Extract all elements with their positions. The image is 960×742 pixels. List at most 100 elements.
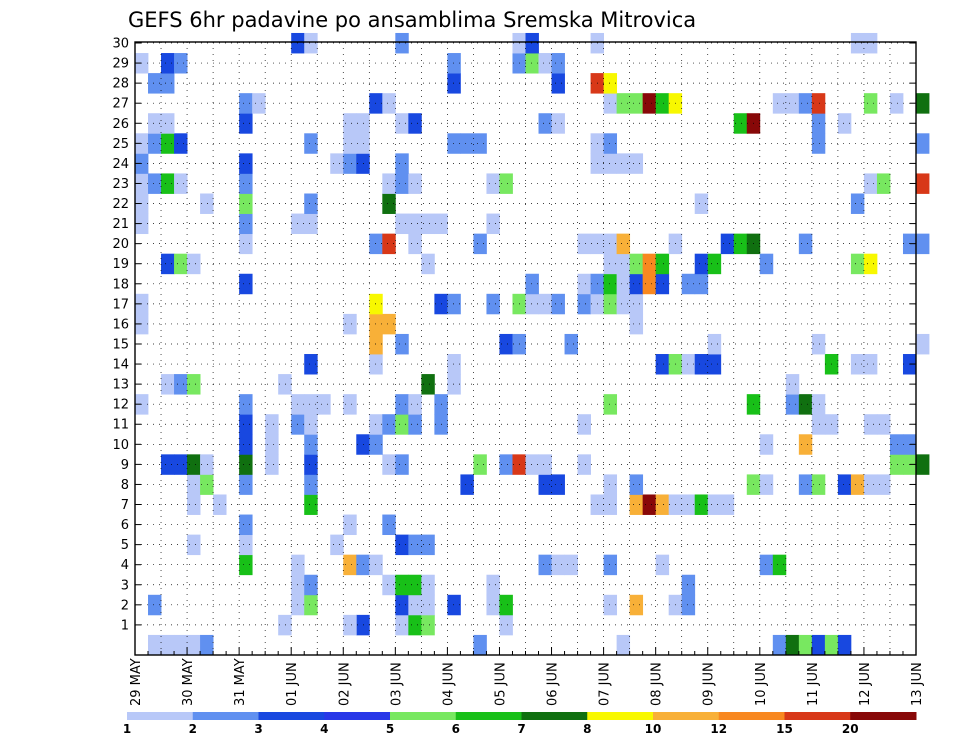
colorbar-swatch: [455, 712, 522, 720]
heatmap-cell: [863, 474, 878, 495]
heatmap-cell: [525, 273, 539, 295]
heatmap-cell: [473, 454, 487, 475]
heatmap-cell: [616, 273, 631, 295]
heatmap-cell: [408, 113, 422, 134]
x-tick-label: 09 JUN: [702, 662, 717, 706]
heatmap-cell: [187, 374, 201, 395]
colorbar-label: 20: [842, 722, 859, 736]
heatmap-cell: [525, 293, 539, 315]
heatmap-cell: [707, 494, 722, 515]
y-tick-label: 12: [112, 398, 129, 413]
heatmap-cell: [707, 253, 722, 275]
heatmap-cell: [174, 454, 188, 475]
heatmap-cell: [837, 474, 852, 495]
heatmap-cell: [616, 93, 631, 114]
heatmap-cell: [239, 153, 253, 174]
heatmap-cell: [395, 153, 409, 174]
heatmap-cell: [629, 253, 644, 275]
y-tick-label: 14: [112, 358, 129, 373]
y-tick-label: 7: [121, 498, 129, 513]
heatmap-cell: [785, 634, 800, 656]
heatmap-cell: [603, 233, 618, 255]
heatmap-cell: [486, 213, 500, 235]
colorbar-label: 4: [320, 722, 328, 736]
heatmap-cell: [460, 474, 474, 495]
heatmap-cell: [694, 193, 709, 214]
heatmap-cell: [863, 173, 878, 194]
heatmap-cell: [642, 93, 657, 114]
heatmap-cell: [603, 594, 618, 616]
x-tick-label: 11 JUN: [806, 662, 821, 706]
heatmap-cell: [850, 32, 865, 54]
heatmap-cell: [655, 273, 670, 295]
heatmap-cell: [889, 454, 904, 475]
heatmap-cell: [798, 634, 813, 656]
heatmap-cell: [408, 594, 422, 616]
y-tick-label: 28: [112, 77, 129, 92]
colorbar-label: 12: [710, 722, 727, 736]
heatmap-cell: [369, 333, 383, 355]
heatmap-cell: [603, 253, 618, 275]
heatmap-cell: [642, 253, 657, 275]
y-tick-label: 20: [112, 237, 129, 252]
heatmap-cell: [447, 594, 461, 616]
heatmap-cell: [447, 293, 461, 315]
heatmap-cell: [304, 494, 318, 515]
heatmap-cell: [577, 414, 591, 435]
heatmap-cell: [525, 32, 539, 54]
heatmap-cell: [239, 394, 253, 415]
heatmap-cell: [603, 394, 618, 415]
heatmap-cell: [382, 454, 396, 475]
heatmap-cell: [304, 594, 318, 616]
heatmap-cell: [876, 474, 891, 495]
heatmap-cell: [499, 594, 513, 616]
y-tick-label: 27: [112, 97, 129, 112]
heatmap-cell: [720, 233, 735, 255]
heatmap-cell: [304, 414, 318, 435]
heatmap-cell: [187, 474, 201, 495]
heatmap-cell: [408, 394, 422, 415]
heatmap-cell: [382, 173, 396, 194]
heatmap-cell: [811, 634, 826, 656]
heatmap-cell: [239, 193, 253, 214]
x-tick-label: 08 JUN: [650, 662, 665, 706]
heatmap-cell: [200, 634, 214, 656]
y-tick-label: 24: [112, 157, 129, 172]
heatmap-cell: [681, 494, 696, 515]
colorbar-swatch: [850, 712, 917, 720]
heatmap-cell: [421, 574, 435, 596]
heatmap-cell: [460, 133, 474, 154]
heatmap-cell: [811, 474, 826, 495]
y-tick-label: 21: [112, 217, 129, 232]
heatmap-cell: [876, 173, 891, 194]
heatmap-cell: [265, 454, 279, 475]
y-tick-label: 19: [112, 257, 129, 272]
colorbar-swatch: [127, 712, 194, 720]
heatmap-cell: [382, 233, 396, 255]
heatmap-cell: [200, 193, 214, 214]
heatmap-cell: [538, 53, 552, 74]
heatmap-cell: [408, 574, 422, 596]
heatmap-cell: [603, 153, 618, 174]
x-tick-label: 06 JUN: [546, 662, 561, 706]
heatmap-cells: [135, 32, 930, 656]
heatmap-cell: [395, 614, 409, 636]
heatmap-cell: [850, 253, 865, 275]
heatmap-cell: [421, 534, 435, 556]
y-tick-label: 1: [121, 618, 129, 633]
heatmap-cell: [551, 53, 565, 74]
heatmap-cell: [148, 133, 162, 154]
heatmap-cell: [733, 233, 748, 255]
heatmap-cell: [876, 414, 891, 435]
heatmap-cell: [538, 554, 552, 576]
x-tick-label: 04 JUN: [441, 662, 456, 706]
heatmap-cell: [317, 394, 331, 415]
heatmap-cell: [785, 394, 800, 415]
colorbar-label: 10: [645, 722, 662, 736]
heatmap-cell: [538, 293, 552, 315]
heatmap-cell: [161, 113, 175, 134]
heatmap-cell: [824, 634, 839, 656]
heatmap-cell: [811, 394, 826, 415]
y-tick-label: 4: [121, 558, 129, 573]
